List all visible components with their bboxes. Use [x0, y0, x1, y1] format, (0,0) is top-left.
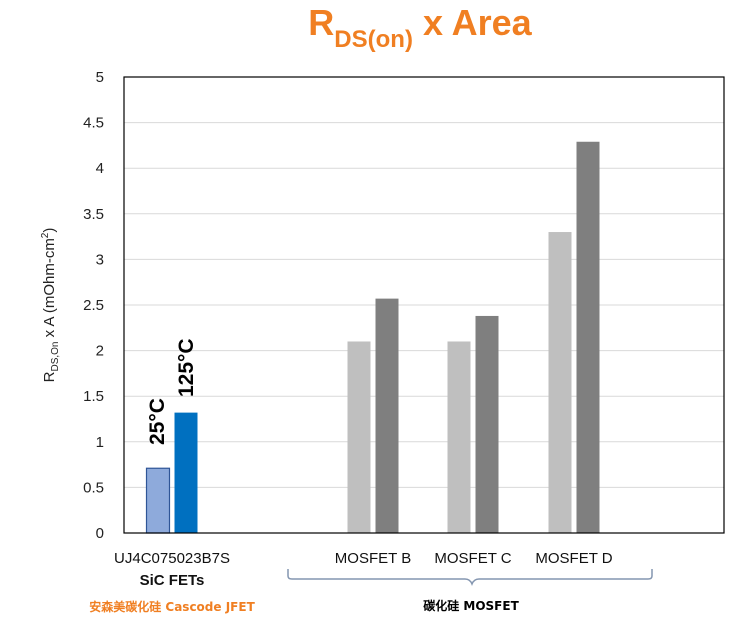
ylabel-end: )	[41, 228, 58, 233]
y-tick-label: 4	[96, 160, 104, 177]
y-axis-ticks: 0 0.5 1 1.5 2 2.5 3 3.5 4 4.5 5	[83, 69, 104, 542]
bar-125c-0	[174, 412, 198, 533]
annotation-cascode-jfet: 安森美碳化硅 Cascode JFET	[89, 599, 255, 614]
title-main: R	[308, 2, 334, 43]
chart-title: RDS(on) x Area	[308, 2, 532, 53]
group-label-sic-fets: SiC FETs	[140, 572, 205, 589]
category-label-uj4c: UJ4C075023B7S	[114, 550, 230, 567]
bar-25c-2	[447, 341, 471, 533]
bar-125c-1	[375, 298, 399, 533]
annotation-sic-mosfet: 碳化硅 MOSFET	[423, 598, 519, 613]
mosfet-group-brace	[287, 569, 653, 587]
y-tick-label: 3.5	[83, 206, 104, 223]
y-tick-label: 5	[96, 69, 104, 86]
bar-25c-3	[548, 232, 572, 534]
category-label-mosfet-c: MOSFET C	[434, 550, 511, 567]
y-tick-label: 0.5	[83, 479, 104, 496]
ylabel-rest: x A (mOhm-cm	[41, 238, 58, 341]
y-tick-label: 2	[96, 343, 104, 360]
title-rest: x Area	[413, 2, 533, 43]
category-label-mosfet-d: MOSFET D	[535, 550, 612, 567]
category-label-mosfet-b: MOSFET B	[335, 550, 411, 567]
bar-25c-1	[347, 341, 371, 533]
title-sub: DS(on)	[334, 26, 413, 53]
ylabel-sub: DS,On	[50, 342, 61, 372]
bar-125c-2	[475, 315, 499, 533]
bar-25c-0	[145, 467, 171, 534]
y-tick-label: 4.5	[83, 115, 104, 132]
bar-label-25c: 25°C	[146, 398, 169, 445]
ylabel-sup: 2	[40, 232, 51, 238]
bar-125c-3	[576, 141, 600, 533]
bar-label-125c: 125°C	[175, 338, 198, 397]
bars	[145, 141, 600, 534]
y-tick-label: 0	[96, 525, 104, 542]
plot-frame	[123, 76, 725, 534]
y-tick-label: 2.5	[83, 297, 104, 314]
y-tick-label: 1.5	[83, 388, 104, 405]
y-tick-label: 3	[96, 251, 104, 268]
ylabel-main: R	[41, 371, 58, 382]
gridlines	[124, 122, 724, 488]
y-tick-label: 1	[96, 434, 104, 451]
y-axis-label: RDS,On x A (mOhm-cm2)	[40, 228, 61, 383]
